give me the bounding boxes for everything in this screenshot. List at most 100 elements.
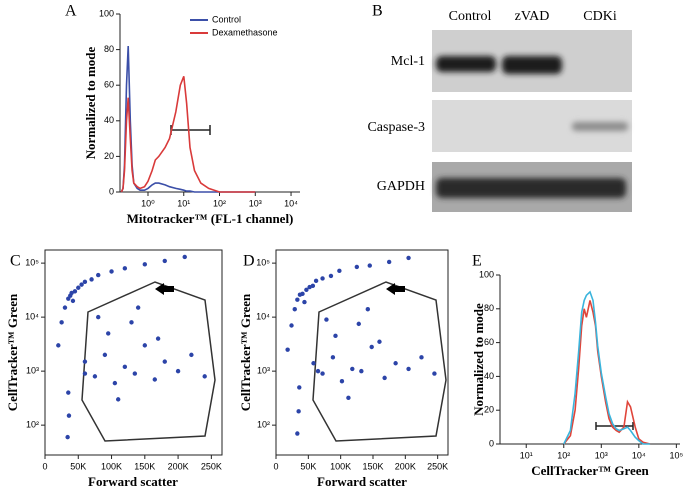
blot-bands — [436, 56, 628, 198]
row-label: Mcl-1 — [391, 54, 425, 69]
scatter-point — [122, 266, 128, 271]
arrow — [386, 283, 405, 295]
scatter-point — [112, 380, 118, 386]
x-tick-label: 10³ — [595, 450, 608, 460]
scatter-point — [419, 355, 424, 360]
scatter-point — [202, 374, 207, 379]
y-tick-label: 40 — [484, 371, 494, 381]
y-axis-title: Normalized to mode — [471, 303, 486, 416]
y-tick-label: 0 — [489, 438, 494, 448]
scatter-point — [339, 379, 345, 384]
scatter-point — [106, 331, 111, 336]
scatter-point — [406, 255, 411, 261]
scatter-point — [354, 264, 360, 270]
gate — [81, 281, 216, 442]
arrow — [155, 283, 174, 295]
scatter-point — [102, 352, 108, 358]
scatter-point — [296, 409, 301, 414]
y-tick-label: 10⁵ — [256, 258, 270, 268]
scatter-point — [432, 371, 437, 376]
scatter-point — [65, 434, 70, 440]
x-tick-label: 100K — [330, 461, 351, 471]
x-tick-label: 0 — [42, 461, 47, 471]
scatter-point — [297, 385, 302, 390]
scatter-point — [155, 336, 161, 341]
scatter-point — [315, 368, 321, 374]
scatter-point — [328, 273, 334, 279]
x-tick-label: 10⁰ — [141, 198, 155, 208]
scatter-point — [324, 317, 329, 322]
x-axis-title: Forward scatter — [317, 474, 407, 489]
y-tick-label: 10⁵ — [25, 258, 39, 268]
scatter-point — [66, 413, 72, 418]
y-axis-title: Normalized to mode — [83, 46, 98, 159]
x-tick-label: 10² — [557, 450, 570, 460]
scatter-point — [89, 277, 94, 282]
scatter-point — [189, 352, 194, 358]
scatter-point — [142, 343, 148, 348]
scatter-point — [320, 371, 325, 376]
scatter-point — [320, 276, 325, 281]
scatter-point — [162, 258, 167, 264]
scatter-point — [295, 297, 300, 302]
scatter-point — [96, 314, 101, 320]
scatter-point — [289, 323, 294, 328]
y-tick-label: 20 — [484, 405, 494, 415]
y-tick-label: 10⁴ — [25, 312, 39, 322]
legend-label: Dexamethasone — [212, 27, 278, 37]
scatter-point — [56, 343, 61, 348]
y-tick-label: 20 — [104, 151, 114, 161]
y-axis-title: CellTracker™ Green — [5, 293, 20, 411]
y-tick-label: 100 — [99, 8, 114, 18]
scatter-point — [302, 299, 307, 305]
scatter-point — [369, 344, 374, 350]
scatter-point — [82, 371, 88, 376]
x-tick-label: 100K — [101, 461, 122, 471]
legend-label: Control — [212, 14, 241, 24]
y-axis-title: CellTracker™ Green — [238, 293, 253, 411]
scatter-point — [406, 366, 411, 372]
scatter-point — [129, 320, 134, 325]
y-tick-label: 80 — [104, 44, 114, 54]
x-tick-label: 250K — [427, 461, 448, 471]
scatter-point — [393, 361, 398, 366]
x-tick-label: 10¹ — [177, 198, 190, 208]
scatter-point — [135, 305, 141, 310]
scatter-point — [79, 282, 84, 287]
y-tick-label: 80 — [484, 303, 494, 313]
scatter-point — [96, 272, 101, 278]
scatter-point — [82, 279, 88, 285]
scatter-point — [70, 298, 76, 304]
y-tick-label: 0 — [109, 186, 114, 196]
x-tick-label: 10¹ — [520, 450, 533, 460]
x-axis-title: CellTracker™ Green — [531, 463, 649, 478]
scatter-point — [330, 355, 336, 360]
scatter-point — [62, 305, 68, 310]
panel-label: A — [65, 3, 77, 20]
scatter-point — [69, 290, 74, 296]
scatter-point — [92, 374, 98, 379]
panel-label: D — [243, 253, 255, 270]
series-line — [563, 290, 651, 445]
y-tick-label: 10² — [26, 420, 39, 430]
scatter-point — [152, 377, 157, 382]
x-tick-label: 50K — [300, 461, 316, 471]
scatter-point — [109, 269, 114, 274]
column-label: Control — [449, 9, 492, 24]
scatter-point — [377, 339, 382, 344]
scatter-point — [122, 364, 128, 370]
scatter-point — [72, 289, 78, 294]
x-axis-title: Forward scatter — [88, 474, 178, 489]
scatter-point — [367, 263, 372, 268]
scatter-point — [350, 366, 355, 372]
x-tick-label: 10² — [213, 198, 226, 208]
scatter-point — [76, 285, 81, 290]
scatter-point — [359, 368, 364, 374]
y-tick-label: 60 — [104, 80, 114, 90]
x-tick-label: 200K — [168, 461, 189, 471]
scatter-point — [346, 395, 351, 401]
column-label: zVAD — [515, 9, 550, 24]
scatter-point — [285, 347, 290, 352]
x-tick-label: 10³ — [249, 198, 262, 208]
scatter-point — [115, 397, 121, 402]
